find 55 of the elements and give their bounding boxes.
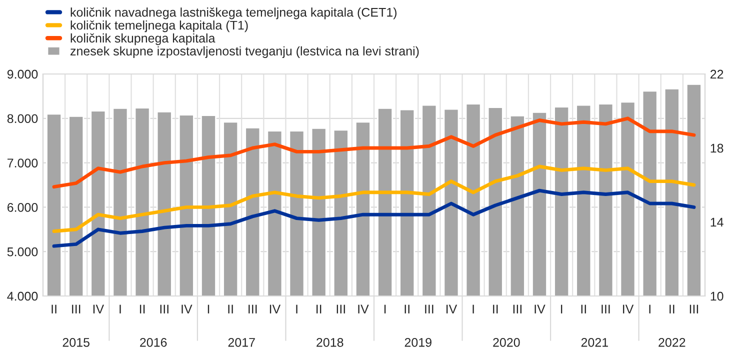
x-tick-label: II xyxy=(52,304,56,314)
legend-label: znesek skupne izpostavljenosti tveganju (lestvica na levi strani) xyxy=(70,46,419,58)
y2-tick-label: 14 xyxy=(710,218,724,227)
x-tick-label: II xyxy=(404,304,410,314)
text: 2016 xyxy=(140,338,167,347)
x-tick-label: IV xyxy=(623,304,634,314)
y-tick-label: 8.000 xyxy=(7,114,38,124)
y2-tick-label: 18 xyxy=(710,144,724,153)
x-tick-label: III xyxy=(72,304,80,314)
x-tick-label: IV xyxy=(182,304,192,314)
x-tick-label: II xyxy=(493,304,498,314)
x-tick-label: IV xyxy=(358,304,369,314)
x-tick-label: IV xyxy=(534,304,546,314)
line-series xyxy=(52,116,696,189)
legend-label: količnik navadnega lastniškega temeljnega kapitala (CET1) xyxy=(70,8,396,20)
x-tick-label: I xyxy=(208,304,210,314)
y-tick-label: 6.000 xyxy=(7,203,38,212)
x-tick-label: III xyxy=(160,304,168,314)
x-tick-label: II xyxy=(581,304,586,314)
y-tick-label: 9.000 xyxy=(7,70,38,79)
x-tick-label: IV xyxy=(446,304,458,314)
y-tick-label: 4.000 xyxy=(7,292,38,301)
y-tick-label: 7.000 xyxy=(8,158,38,168)
y2-tick-label: 10 xyxy=(710,292,724,301)
x-tick-label: III xyxy=(602,304,610,314)
x-tick-label: III xyxy=(336,304,345,314)
x-tick-label: IV xyxy=(270,304,281,314)
x-tick-label: I xyxy=(296,304,298,314)
x-tick-label: I xyxy=(384,304,386,314)
x-tick-label: II xyxy=(228,304,233,314)
y2-tick-label: 22 xyxy=(710,70,724,79)
x-tick-label: I xyxy=(649,304,650,314)
text: 2018 xyxy=(316,338,344,347)
text: 2021 xyxy=(581,338,608,347)
x-tick-label: III xyxy=(425,304,434,314)
legend-label: količnik skupnega kapitala xyxy=(70,33,216,46)
legend-label: količnik temeljnega kapitala (T1) xyxy=(70,20,248,32)
x-tick-label: IV xyxy=(93,304,104,314)
x-tick-label: II xyxy=(670,304,674,314)
text: 2017 xyxy=(228,338,255,347)
line-series xyxy=(52,164,696,233)
x-tick-label: II xyxy=(140,304,145,314)
x-tick-label: III xyxy=(513,304,522,314)
x-tick-label: I xyxy=(120,304,121,314)
text: 2022 xyxy=(658,338,686,347)
x-tick-label: I xyxy=(560,304,562,314)
line-series xyxy=(52,188,696,248)
x-tick-label: II xyxy=(316,304,322,314)
x-tick-label: I xyxy=(472,304,474,314)
x-tick-label: III xyxy=(248,304,257,314)
text: 2019 xyxy=(404,338,432,347)
text: 2020 xyxy=(493,338,520,347)
x-tick-label: III xyxy=(690,304,698,314)
y-tick-label: 5.000 xyxy=(7,247,38,256)
text: 2015 xyxy=(62,338,90,347)
